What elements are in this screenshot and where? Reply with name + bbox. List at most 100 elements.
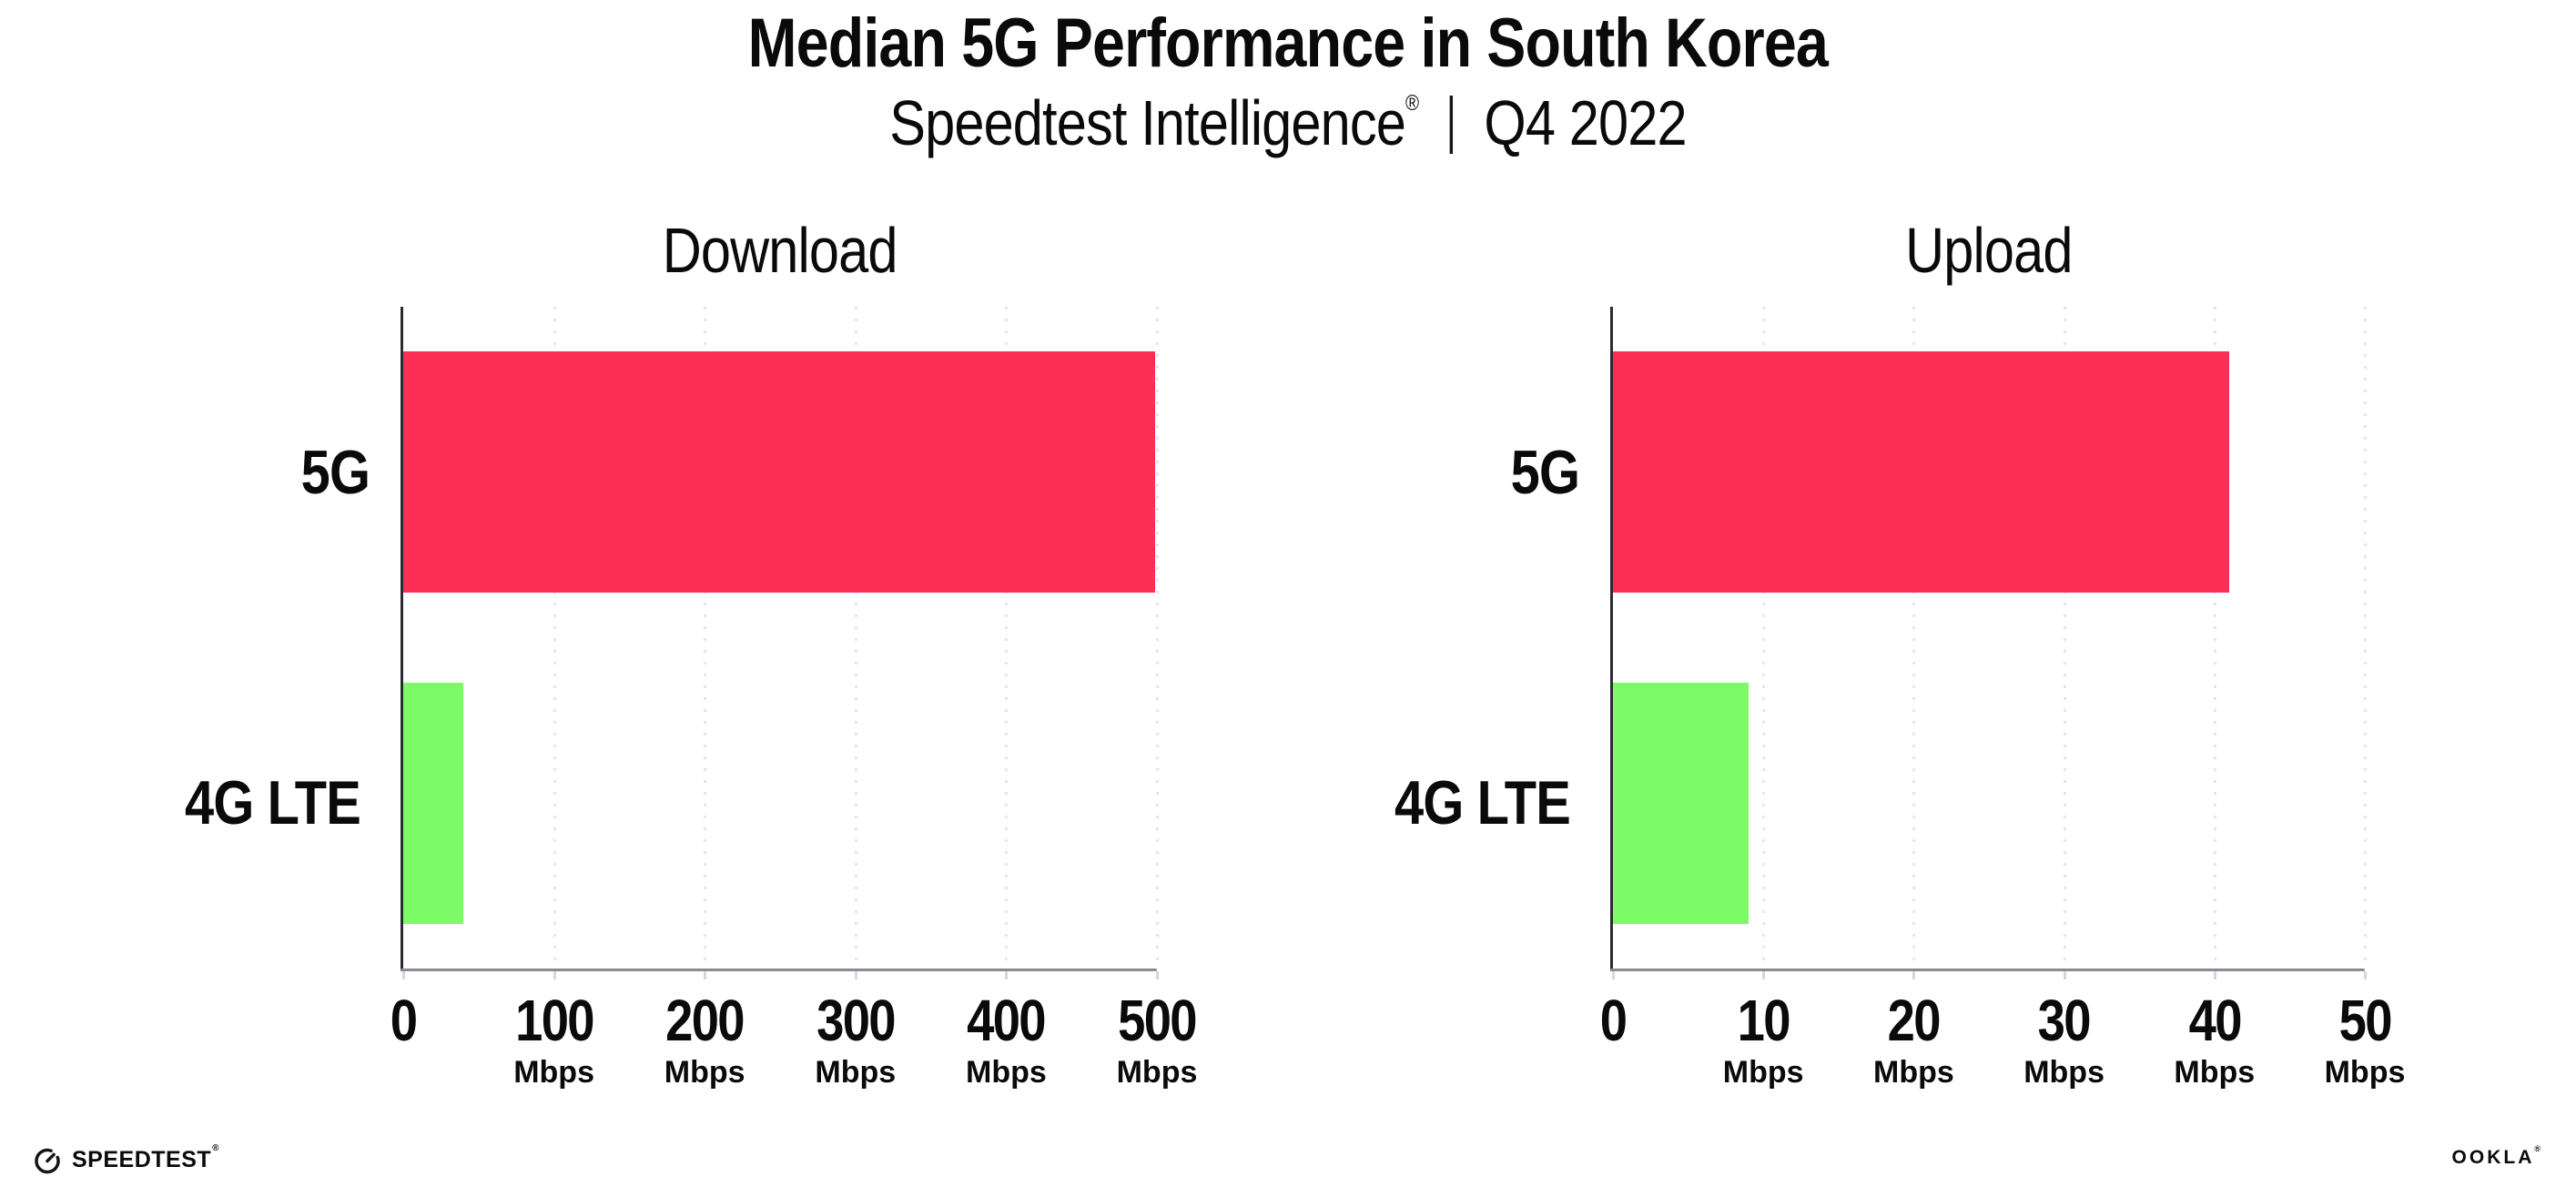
ookla-registered-mark: ®	[2534, 1144, 2543, 1153]
x-axis-tickmark-200	[704, 971, 707, 979]
upload-chart-title: Upload	[1613, 214, 2365, 287]
tick-unit-label: Mbps	[815, 1055, 897, 1090]
tick-value-0: 0	[1597, 991, 1628, 1050]
gridline-10-mbps	[1762, 307, 1766, 969]
tick-value-text: 300	[816, 988, 896, 1053]
tick-value-text: 500	[1118, 988, 1197, 1053]
bar-5g	[1613, 351, 2230, 593]
download-y-axis-spine	[401, 307, 403, 971]
x-axis-tick-label-20: 20 Mbps	[1873, 991, 1954, 1088]
x-axis-tick-label-40: 40 Mbps	[2174, 991, 2255, 1088]
x-axis-tick-label-200: 200 Mbps	[659, 991, 751, 1088]
gridline-30-mbps	[2063, 307, 2066, 969]
tick-unit-label: Mbps	[966, 1055, 1047, 1090]
tick-value-40: 40	[2174, 991, 2255, 1050]
tick-value-text: 200	[665, 988, 745, 1053]
x-axis-tickmark-300	[854, 971, 857, 979]
tick-value-50: 50	[2325, 991, 2406, 1050]
bar-4g-lte	[403, 682, 464, 924]
tick-value-text: 100	[514, 988, 594, 1053]
tick-value-10: 10	[1723, 991, 1804, 1050]
gridline-500-mbps	[1156, 307, 1159, 969]
tick-value-text: 30	[2038, 988, 2092, 1053]
tick-value-20: 20	[1873, 991, 1954, 1050]
tick-value-text: 0	[390, 988, 418, 1053]
x-axis-tick-label-500: 500 Mbps	[1111, 991, 1203, 1088]
upload-chart: Upload 0 10 Mbps 20 Mbps 30 Mbps 40 Mbps 50 Mbps 5G…	[1394, 215, 2405, 1088]
download-x-axis-line	[401, 969, 1157, 971]
speedtest-wordmark: SPEEDTEST	[72, 1146, 212, 1172]
tick-unit-label: Mbps	[2174, 1055, 2256, 1090]
x-axis-tick-label-100: 100 Mbps	[508, 991, 600, 1088]
category-label-text: 4G LTE	[185, 768, 361, 838]
gridline-100-mbps	[553, 307, 556, 969]
subtitle-period: Q4 2022	[1484, 87, 1687, 158]
bar-5g	[403, 351, 1156, 593]
tick-value-0: 0	[388, 991, 419, 1050]
gridline-300-mbps	[854, 307, 857, 969]
x-axis-tickmark-50	[2364, 971, 2367, 979]
ookla-logo: OOKLA®	[2451, 1144, 2543, 1169]
gridline-400-mbps	[1005, 307, 1009, 969]
upload-chart-title-text: Upload	[1905, 215, 2073, 286]
figure-subtitle-text: Speedtest Intelligence® Q4 2022	[889, 91, 1687, 155]
registered-trademark-mark: ®	[1405, 91, 1419, 116]
speedtest-logo-text: SPEEDTEST®	[72, 1143, 219, 1173]
tick-unit-label: Mbps	[1116, 1055, 1198, 1090]
gridline-20-mbps	[1912, 307, 1916, 969]
subtitle-divider	[1449, 96, 1454, 154]
tick-unit-label: Mbps	[1722, 1055, 1804, 1090]
download-chart-title-text: Download	[663, 215, 898, 286]
category-label-5g: 5G	[1505, 351, 1586, 593]
tick-value-text: 40	[2188, 988, 2242, 1053]
x-axis-tickmark-0	[402, 971, 405, 979]
x-axis-tick-label-0: 0	[388, 991, 419, 1050]
gridline-40-mbps	[2213, 307, 2216, 969]
x-axis-tick-label-300: 300 Mbps	[809, 991, 901, 1088]
category-label-5g: 5G	[295, 351, 376, 593]
download-chart-title: Download	[403, 214, 1157, 287]
tick-value-text: 0	[1599, 988, 1628, 1053]
x-axis-tick-label-50: 50 Mbps	[2325, 991, 2406, 1088]
bar-4g-lte	[1613, 682, 1749, 924]
tick-unit-label: Mbps	[1873, 1055, 1954, 1090]
x-axis-tickmark-500	[1156, 971, 1159, 979]
subtitle-brand: Speedtest Intelligence	[889, 87, 1406, 158]
category-label-4g-lte: 4G LTE	[169, 683, 376, 924]
speedtest-logo: SPEEDTEST®	[31, 1143, 219, 1176]
ookla-wordmark: OOKLA	[2451, 1147, 2535, 1168]
tick-unit-label: Mbps	[2023, 1055, 2104, 1090]
tick-value-400: 400	[960, 991, 1052, 1050]
upload-x-axis-line	[1610, 969, 2365, 971]
tick-value-200: 200	[659, 991, 751, 1050]
gauge-icon	[35, 1148, 60, 1174]
speedtest-registered-mark: ®	[212, 1142, 220, 1153]
x-axis-tickmark-40	[2213, 971, 2216, 979]
upload-y-axis-spine	[1610, 307, 1613, 971]
tick-value-text: 400	[967, 988, 1047, 1053]
x-axis-tick-label-400: 400 Mbps	[960, 991, 1052, 1088]
figure-title: Median 5G Performance in South Korea	[0, 9, 2576, 78]
category-label-text: 5G	[300, 437, 370, 507]
tick-unit-label: Mbps	[2324, 1055, 2406, 1090]
x-axis-tickmark-30	[2063, 971, 2066, 979]
category-label-text: 4G LTE	[1394, 768, 1571, 838]
x-axis-tickmark-400	[1005, 971, 1009, 979]
figure-header: Median 5G Performance in South Korea Spe…	[0, 9, 2576, 156]
tick-value-100: 100	[508, 991, 600, 1050]
category-label-text: 5G	[1510, 437, 1580, 507]
figure-title-text: Median 5G Performance in South Korea	[747, 5, 1829, 82]
upload-plot-area: 0 10 Mbps 20 Mbps 30 Mbps 40 Mbps 50 Mbps 5G 4G LTE	[1394, 307, 2405, 1088]
x-axis-tick-label-0: 0	[1597, 991, 1628, 1050]
tick-value-text: 10	[1737, 988, 1791, 1053]
gridline-200-mbps	[704, 307, 707, 969]
x-axis-tickmark-10	[1762, 971, 1766, 979]
download-plot-area: 0 100 Mbps 200 Mbps 300 Mbps 400 Mbps 500 Mbps 5G 4G…	[185, 307, 1198, 1088]
category-label-4g-lte: 4G LTE	[1379, 683, 1586, 924]
tick-unit-label: Mbps	[513, 1055, 594, 1090]
x-axis-tickmark-20	[1912, 971, 1916, 979]
x-axis-tickmark-100	[553, 971, 556, 979]
tick-value-text: 20	[1887, 988, 1942, 1053]
tick-value-text: 50	[2338, 988, 2392, 1053]
